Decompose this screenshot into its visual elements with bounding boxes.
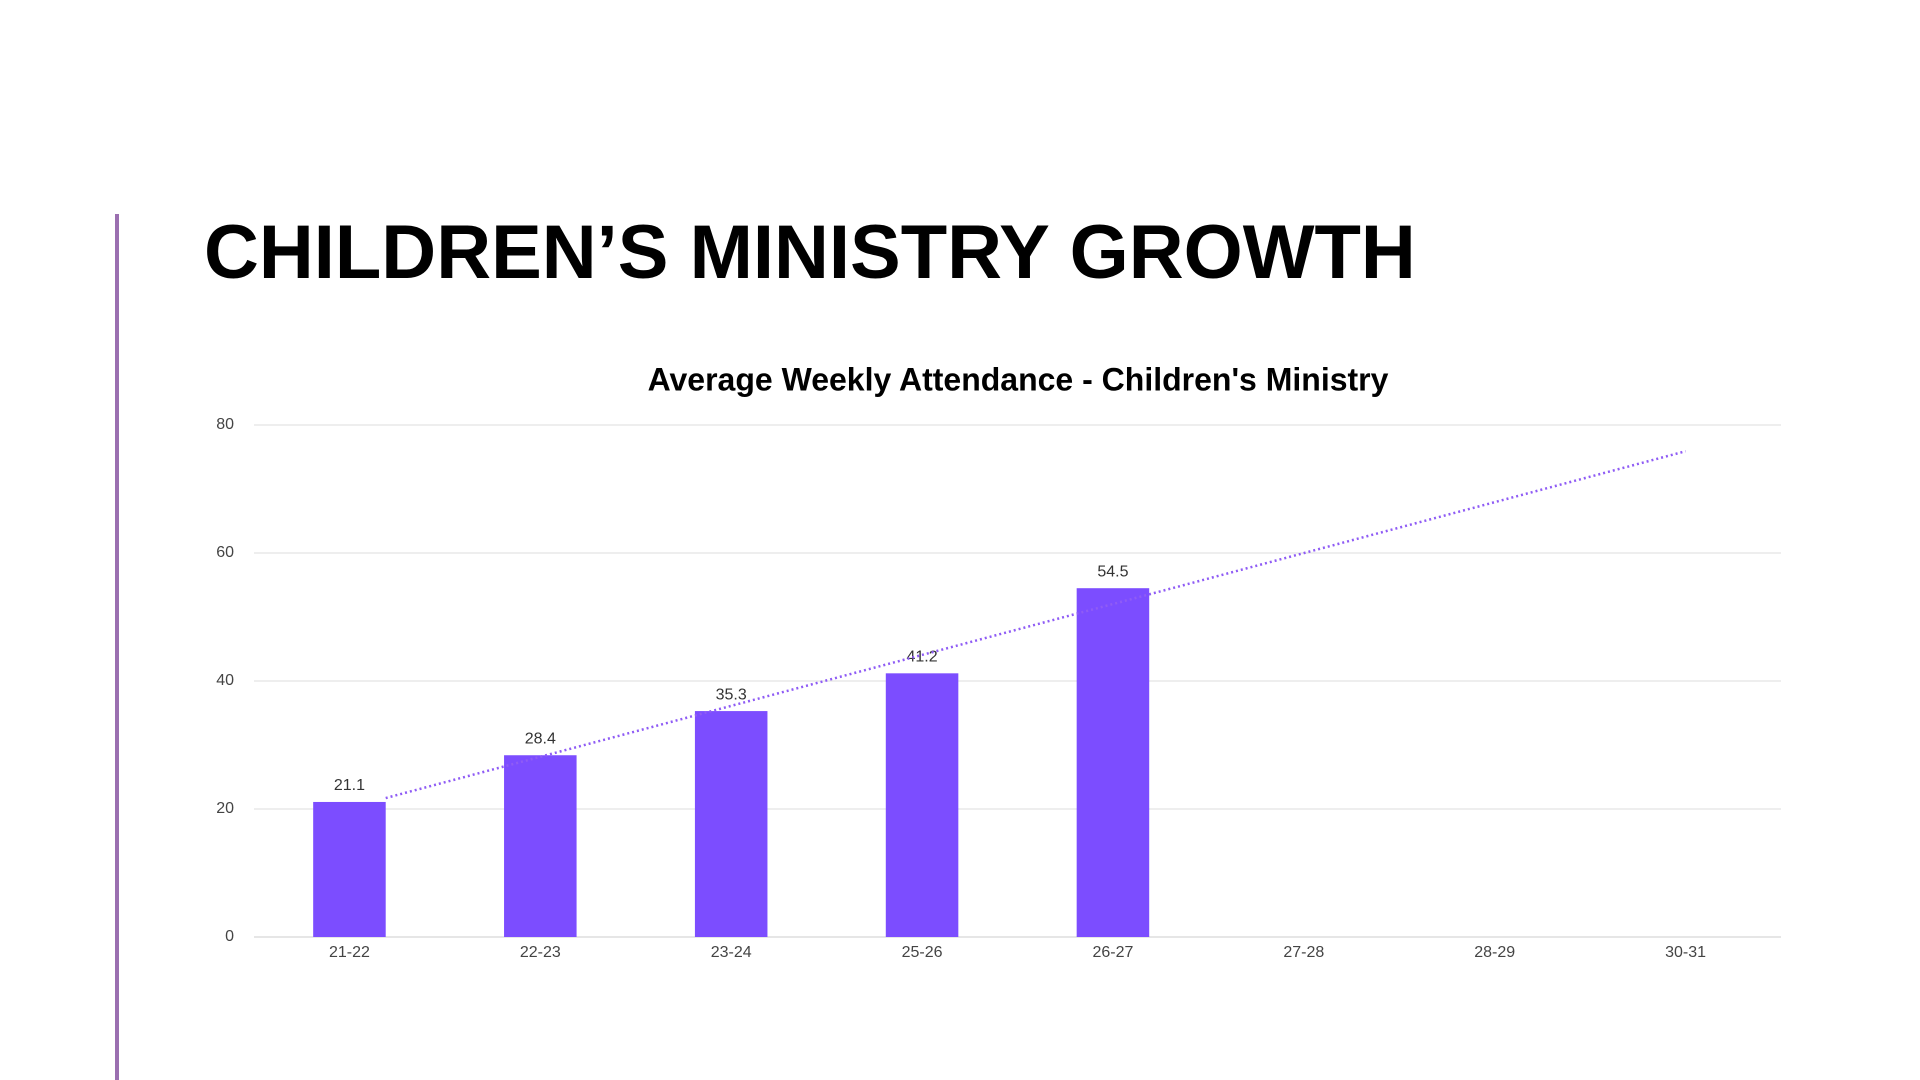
y-tick-label: 20	[216, 800, 234, 817]
data-label: 35.3	[716, 686, 747, 703]
bar	[885, 673, 959, 937]
y-tick-label: 0	[225, 928, 234, 945]
chart-title: Average Weekly Attendance - Children's M…	[648, 361, 1389, 397]
x-tick-label: 25-26	[902, 944, 943, 961]
x-tick-label: 23-24	[711, 944, 752, 961]
data-label: 28.4	[525, 730, 556, 747]
bar	[313, 801, 386, 937]
trendline	[385, 450, 1686, 800]
y-tick-label: 60	[216, 544, 234, 561]
x-tick-label: 28-29	[1474, 944, 1515, 961]
x-tick-label: 22-23	[520, 944, 561, 961]
x-tick-label: 27-28	[1283, 944, 1324, 961]
data-label: 21.1	[334, 777, 365, 794]
y-tick-label: 80	[216, 416, 234, 433]
bar	[1076, 588, 1150, 937]
data-label: 54.5	[1097, 563, 1128, 580]
x-tick-label: 26-27	[1092, 944, 1133, 961]
x-tick-label: 21-22	[329, 944, 370, 961]
data-label: 41.2	[906, 649, 937, 666]
bar	[694, 711, 768, 937]
slide-title: CHILDREN’S MINISTRY GROWTH	[204, 210, 1416, 295]
y-tick-label: 40	[216, 672, 234, 689]
bar	[504, 755, 577, 937]
x-tick-label: 30-31	[1665, 944, 1706, 961]
